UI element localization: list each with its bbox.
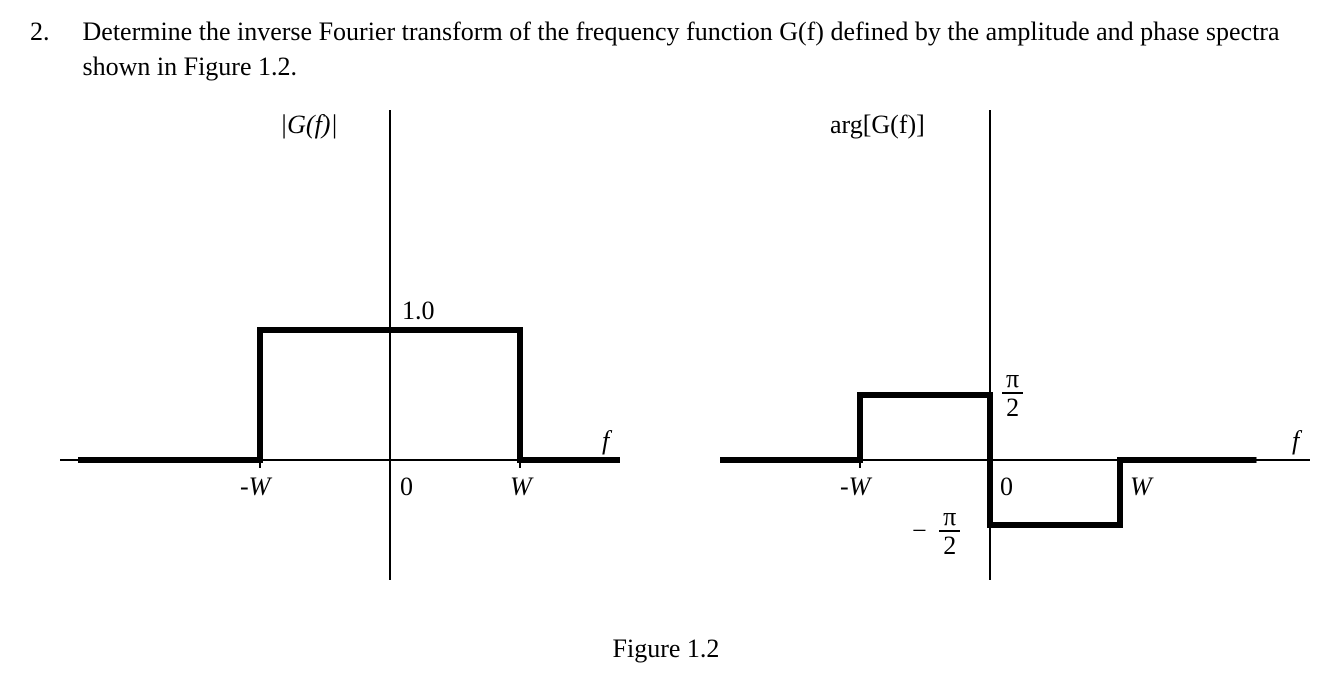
magnitude-x-tick-0: 0 — [400, 472, 413, 502]
phase-plot-title: arg[G(f)] — [830, 110, 925, 140]
phase-axis-variable: f — [1292, 426, 1299, 456]
phase-y-neg-num: π — [939, 503, 960, 532]
phase-y-pos-num: π — [1002, 365, 1023, 394]
magnitude-plot-title: |G(f)| — [280, 110, 338, 140]
phase-plot: arg[G(f)] f -W 0 W π 2 − π 2 — [720, 110, 1310, 580]
magnitude-plot: |G(f)| f 1.0 -W 0 W — [60, 110, 620, 580]
phase-plot-svg — [720, 110, 1310, 580]
phase-y-pos-den: 2 — [1002, 394, 1023, 421]
question-text: Determine the inverse Fourier transform … — [83, 14, 1285, 84]
magnitude-x-tick-W: W — [510, 472, 532, 502]
magnitude-axis-variable: f — [602, 426, 609, 456]
magnitude-x-tick-negW: -W — [240, 472, 270, 502]
figure-caption: Figure 1.2 — [0, 634, 1332, 664]
phase-y-neg-sign: − — [912, 516, 927, 546]
phase-x-tick-W: W — [1130, 472, 1152, 502]
magnitude-plot-svg — [60, 110, 620, 580]
question-number: 2. — [30, 14, 76, 49]
phase-x-tick-negW: -W — [840, 472, 870, 502]
magnitude-y-tick-1: 1.0 — [402, 296, 435, 326]
question-block: 2. Determine the inverse Fourier transfo… — [30, 14, 1292, 84]
phase-y-level-neg: − π 2 — [912, 503, 960, 560]
phase-y-neg-den: 2 — [939, 532, 960, 559]
phase-plot-title-text: arg[G(f)] — [830, 110, 925, 139]
phase-x-tick-0: 0 — [1000, 472, 1013, 502]
phase-y-level-pos: π 2 — [1002, 365, 1023, 422]
